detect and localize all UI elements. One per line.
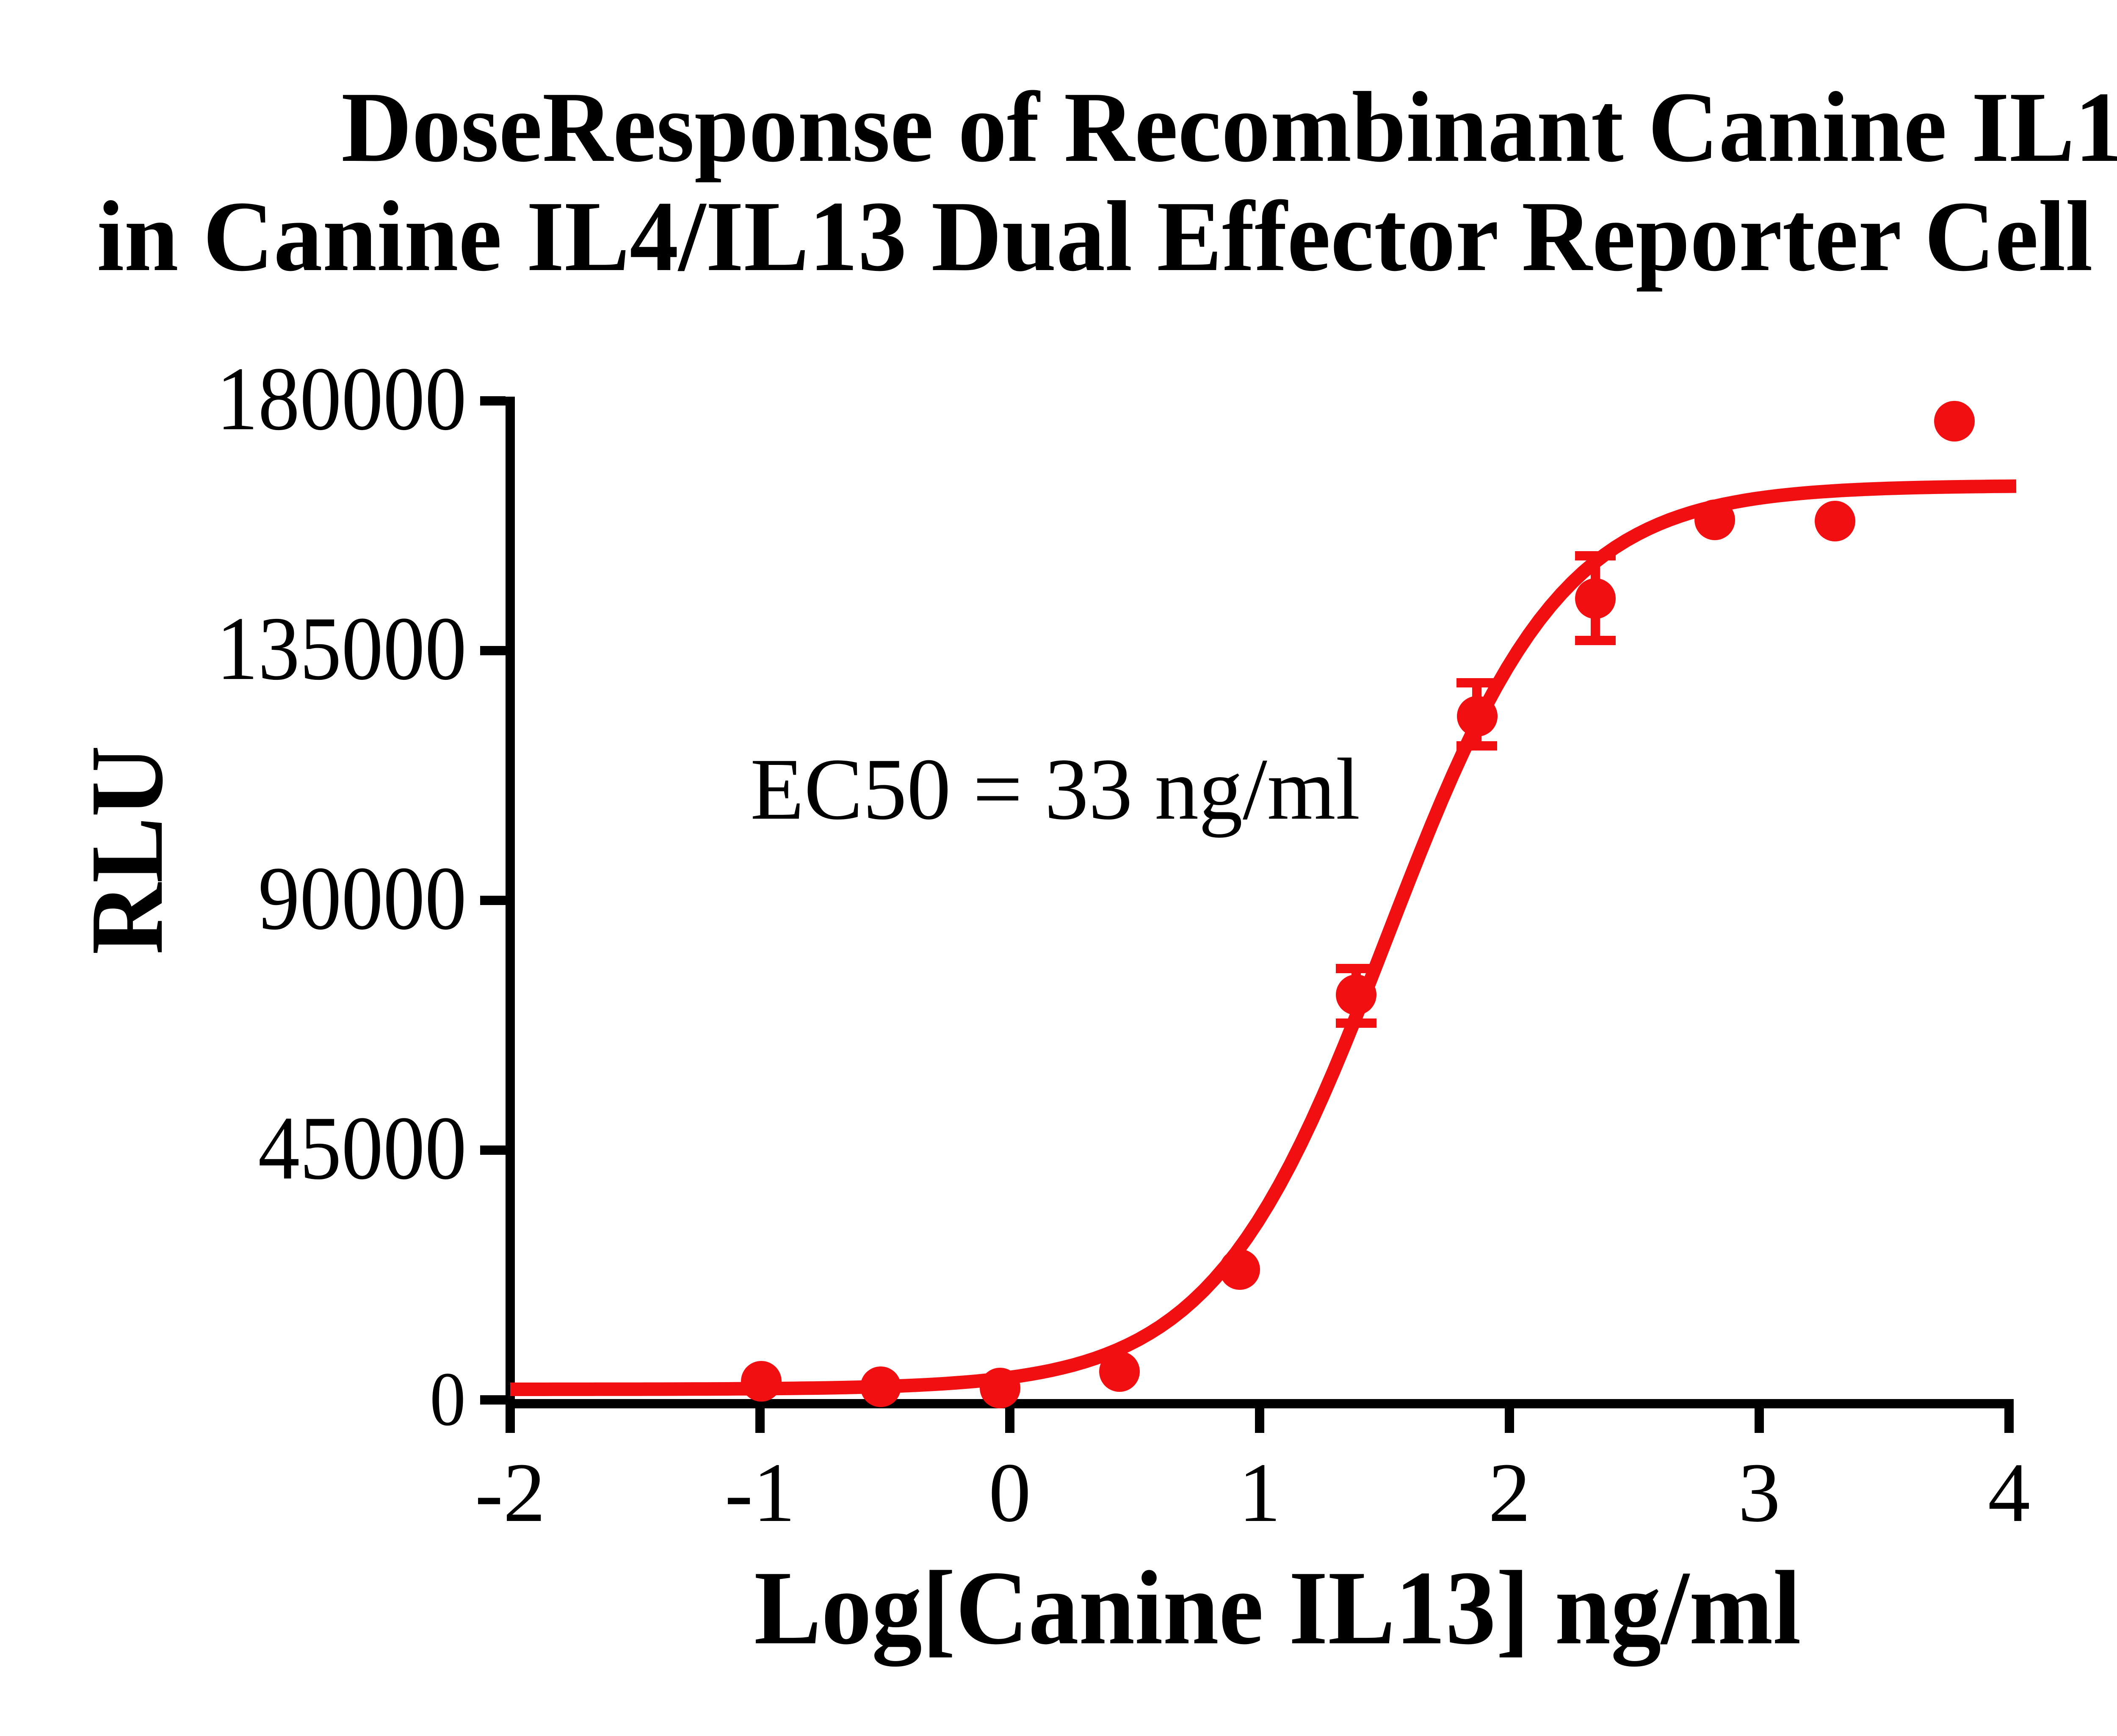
svg-text:3: 3 <box>1738 1446 1780 1540</box>
svg-text:135000: 135000 <box>216 598 467 699</box>
svg-text:180000: 180000 <box>216 348 467 449</box>
svg-text:in Canine IL4/IL13 Dual Effect: in Canine IL4/IL13 Dual Effector Reporte… <box>97 170 2117 292</box>
svg-text:-2: -2 <box>475 1446 546 1540</box>
svg-text:DoseResponse of Recombinant Ca: DoseResponse of Recombinant Canine IL13 <box>341 71 2117 183</box>
svg-text:RLU: RLU <box>69 745 184 955</box>
svg-text:Log[Canine IL13] ng/ml: Log[Canine IL13] ng/ml <box>754 1549 1801 1667</box>
svg-text:EC50 = 33 ng/ml: EC50 = 33 ng/ml <box>750 740 1360 838</box>
svg-text:90000: 90000 <box>258 847 467 949</box>
svg-text:4: 4 <box>1988 1446 2030 1540</box>
svg-text:0: 0 <box>989 1446 1031 1540</box>
svg-text:45000: 45000 <box>258 1097 467 1198</box>
svg-text:-1: -1 <box>725 1446 796 1540</box>
svg-text:1: 1 <box>1238 1446 1281 1540</box>
svg-text:2: 2 <box>1488 1446 1531 1540</box>
svg-text:0: 0 <box>430 1357 466 1442</box>
